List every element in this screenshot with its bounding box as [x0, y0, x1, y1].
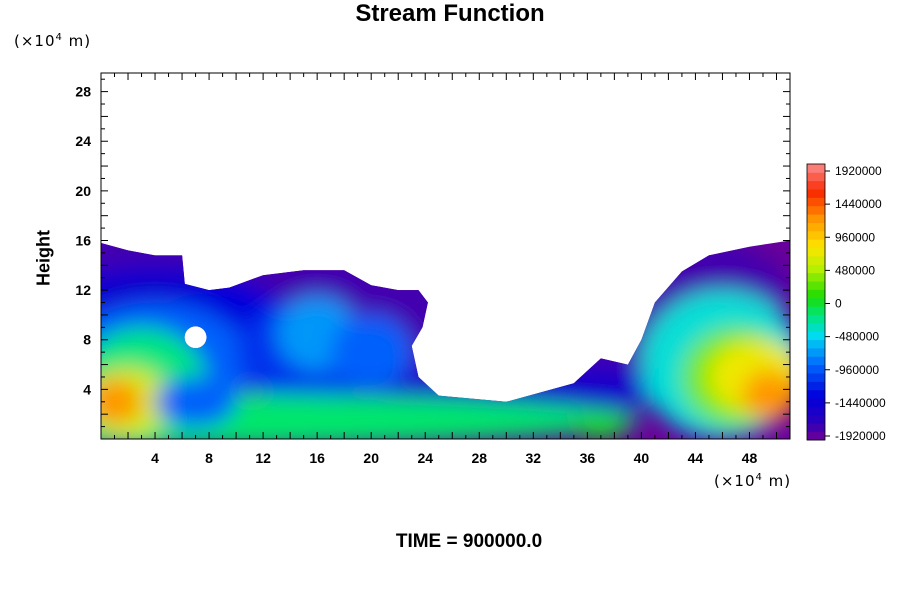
chart-title: Stream Function	[355, 0, 545, 27]
colorbar-segment	[807, 272, 825, 282]
colorbar-label: -480000	[835, 330, 879, 344]
colorbar-segment	[807, 205, 825, 215]
colorbar: 1920000 1440000 960000 480000 0 -480000 -96000…	[806, 163, 886, 443]
colorbar-segment	[807, 172, 825, 182]
colorbar-label: 960000	[835, 230, 875, 244]
colorbar-segment	[807, 281, 825, 290]
colorbar-segment	[807, 339, 825, 349]
plot-frame	[100, 72, 791, 440]
x-tick-label: 8	[205, 450, 213, 466]
colorbar-label: -1440000	[835, 396, 886, 410]
colorbar-segment	[807, 239, 825, 249]
colorbar-segment	[807, 256, 825, 265]
x-axis-unit: (×104 m)	[714, 472, 792, 490]
colorbar-segment	[807, 431, 825, 441]
colorbar-label: 0	[835, 297, 842, 311]
colorbar-segment	[807, 348, 825, 357]
x-tick-label: 36	[580, 450, 596, 466]
field-blob-16	[573, 409, 628, 439]
x-tick-label: 48	[742, 450, 758, 466]
colorbar-segment	[807, 264, 825, 274]
colorbar-segment	[807, 398, 825, 407]
colorbar-label: -960000	[835, 363, 879, 377]
colorbar-segment	[807, 406, 825, 416]
colorbar-segment	[807, 214, 825, 223]
colorbar-segment	[807, 164, 825, 173]
y-tick-label: 24	[75, 133, 91, 149]
field-blob-7	[330, 314, 412, 390]
colorbar-segment	[807, 414, 825, 424]
y-tick-label: 28	[75, 84, 91, 100]
colorbar-segment	[807, 289, 825, 299]
field-blobs	[101, 240, 790, 439]
colorbar-segment	[807, 306, 825, 315]
y-tick-label: 12	[75, 282, 91, 298]
x-tick-label: 24	[417, 450, 433, 466]
colorbar-segment	[807, 322, 825, 332]
colorbar-segment	[807, 423, 825, 433]
colorbar-label: 1440000	[835, 197, 882, 211]
colorbar-segment	[807, 189, 825, 198]
colorbar-frame	[806, 163, 826, 441]
field-blob-17	[155, 376, 237, 427]
y-tick-label: 20	[75, 183, 91, 199]
colorbar-segment	[807, 314, 825, 324]
field-blob-11	[101, 379, 142, 425]
colorbar-segment	[807, 297, 825, 307]
colorbar-segment	[807, 230, 825, 240]
colorbar-segment	[807, 381, 825, 391]
x-tick-label: 20	[363, 450, 379, 466]
x-tick-label: 16	[309, 450, 325, 466]
x-tick-label: 40	[634, 450, 650, 466]
field-clipped	[101, 240, 790, 439]
colorbar-segment	[807, 197, 825, 207]
y-axis-unit: (×104 m)	[14, 32, 92, 50]
colorbar-segment	[807, 356, 825, 366]
x-tick-label: 44	[688, 450, 704, 466]
colorbar-segment	[807, 373, 825, 382]
field-blob-15	[742, 370, 790, 421]
y-tick-label: 8	[83, 332, 91, 348]
colorbar-segment	[807, 222, 825, 232]
stream-function-field	[101, 240, 790, 439]
colorbar-segment	[807, 247, 825, 257]
colorbar-segment	[807, 331, 825, 341]
x-tick-label: 12	[255, 450, 271, 466]
colorbar-segment	[807, 389, 825, 399]
colorbar-segment	[807, 180, 825, 190]
colorbar-segment	[807, 364, 825, 374]
colorbar-label: 480000	[835, 263, 875, 277]
y-tick-label: 4	[83, 381, 91, 397]
y-tick-label: 16	[75, 232, 91, 248]
colorbar-label: 1920000	[835, 164, 882, 178]
x-tick-label: 28	[471, 450, 487, 466]
time-footer: TIME = 900000.0	[395, 531, 543, 552]
x-tick-label: 4	[151, 450, 159, 466]
colorbar-label: -1920000	[835, 429, 886, 443]
x-tick-label: 32	[526, 450, 542, 466]
